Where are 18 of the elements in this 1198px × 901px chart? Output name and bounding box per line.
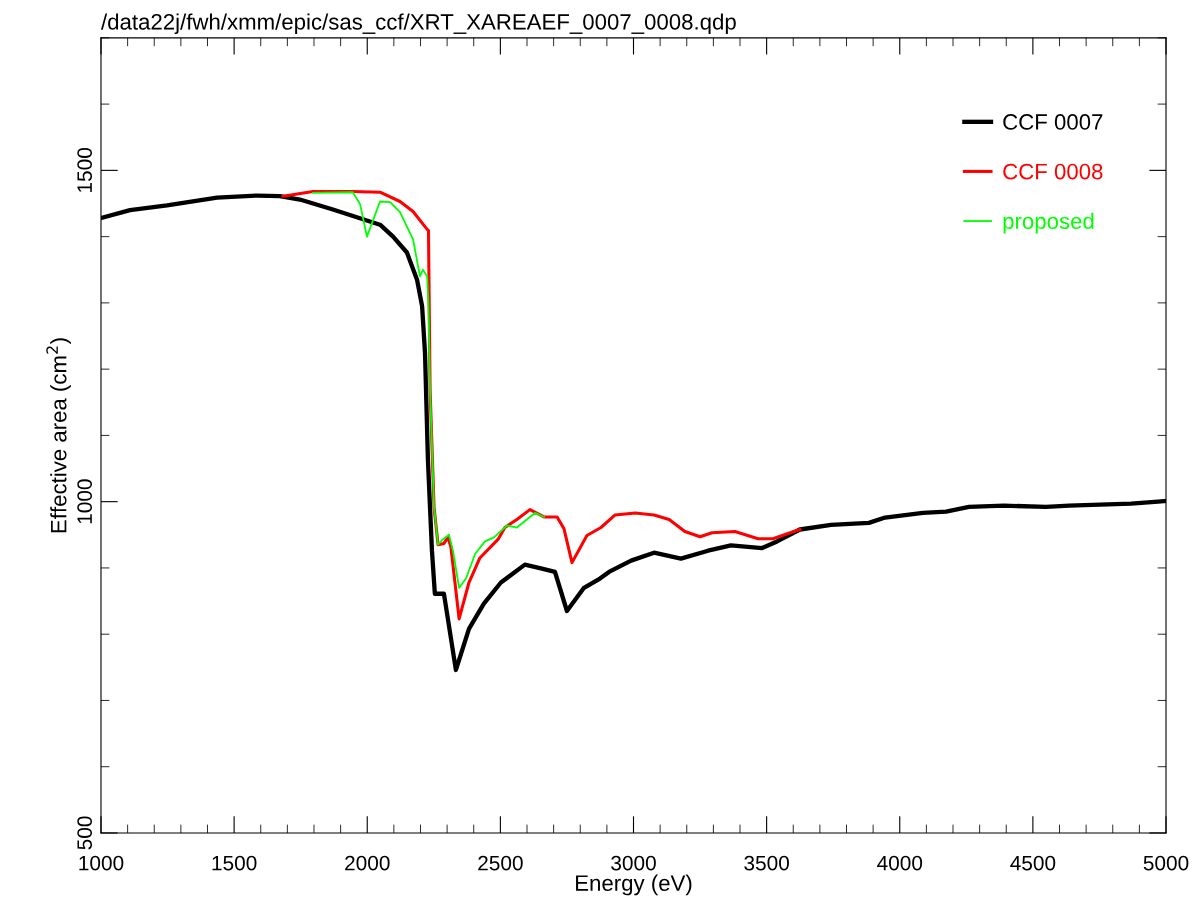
legend-label: proposed (1003, 212, 1094, 234)
x-tick-label: 1500 (212, 855, 257, 871)
x-tick-label: 5000 (1143, 855, 1189, 871)
y-tick-label: 1500 (77, 148, 93, 192)
x-tick-label: 2500 (478, 855, 523, 871)
y-tick-label: 500 (77, 816, 93, 850)
line-series (312, 191, 545, 589)
chart-title: /data22j/fwh/xmm/epic/sas_ccf/XRT_XAREAEF_0007_0008.qdp (100, 13, 736, 35)
x-axis-title: Energy (eV) (576, 874, 692, 896)
y-axis-title: Effective area (cm$^{2}$) (46, 338, 71, 533)
y-tick-label: 1000 (77, 479, 93, 524)
x-tick-label: 3500 (744, 855, 789, 871)
x-tick-label: 4500 (1010, 855, 1056, 871)
legend-label: CCF 0007 (1003, 114, 1103, 130)
x-tick-label: 2000 (345, 855, 390, 871)
legend-label: CCF 0008 (1003, 163, 1103, 180)
x-tick-label: 3000 (611, 855, 656, 871)
x-tick-label: 4000 (877, 855, 923, 871)
